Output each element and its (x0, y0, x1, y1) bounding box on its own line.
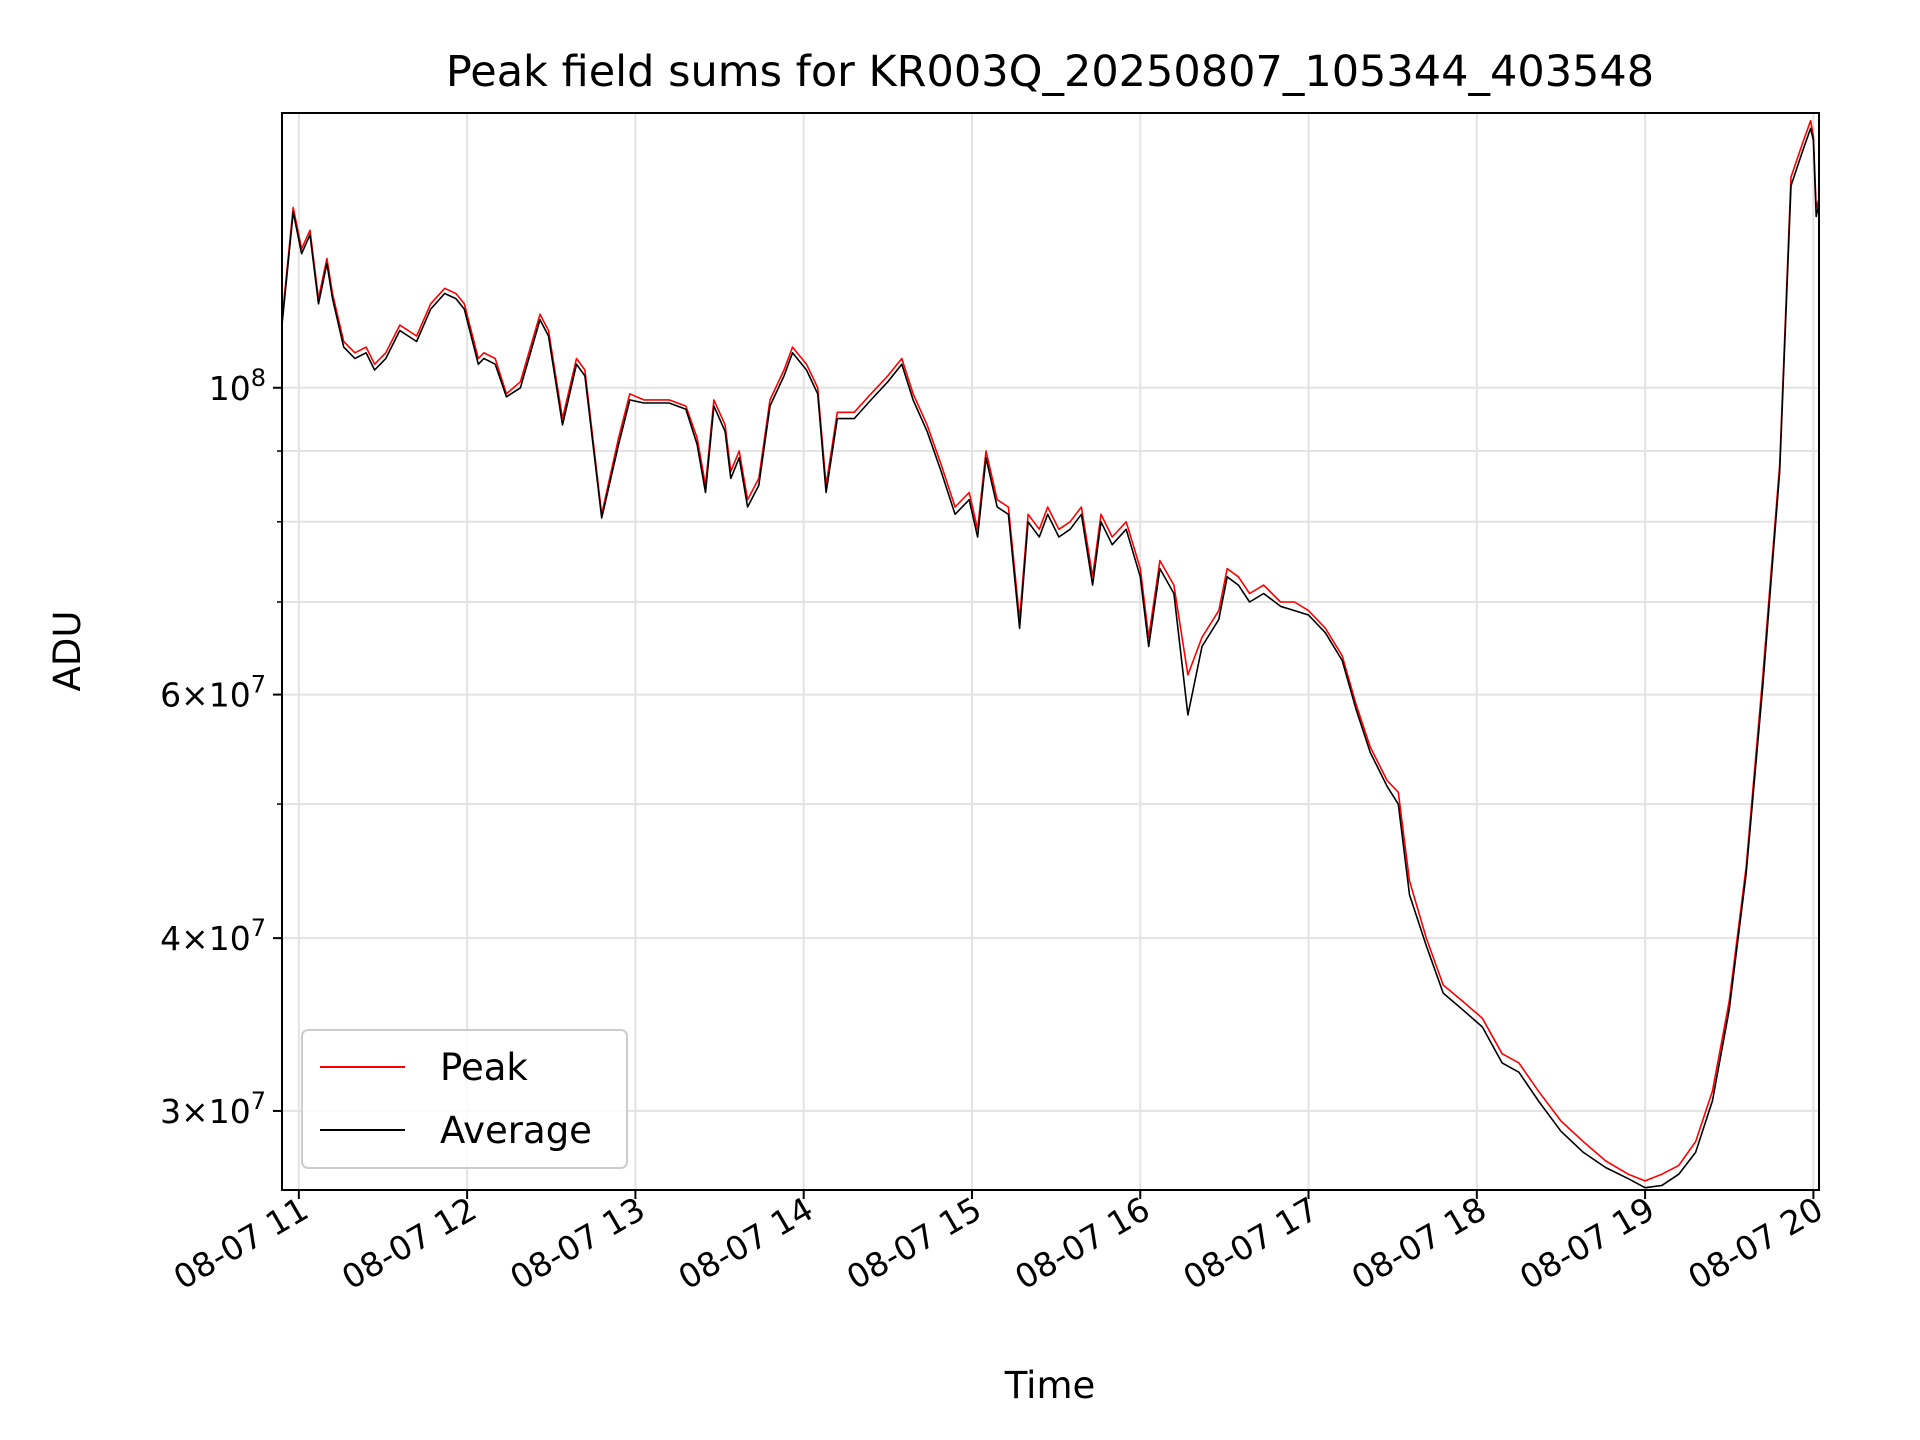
y-tick-label: 4×107 (160, 914, 266, 958)
y-axis-label: ADU (46, 611, 89, 692)
series-layer (282, 119, 1819, 1189)
y-tick-label: 108 (209, 364, 266, 408)
series-line-peak (282, 119, 1819, 1182)
y-tick-label: 6×107 (160, 671, 266, 715)
legend-label-peak: Peak (440, 1046, 528, 1089)
legend-box (301, 1029, 628, 1169)
y-tick-label: 3×107 (160, 1087, 266, 1131)
series-line-average (282, 127, 1819, 1189)
grid-layer (282, 113, 1819, 1190)
plot-frame (281, 112, 1820, 1191)
chart-title: Peak field sums for KR003Q_20250807_1053… (446, 47, 1654, 97)
x-axis-label: Time (1004, 1364, 1096, 1407)
legend: Peak Average (301, 1029, 628, 1169)
legend-label-average: Average (440, 1109, 592, 1152)
